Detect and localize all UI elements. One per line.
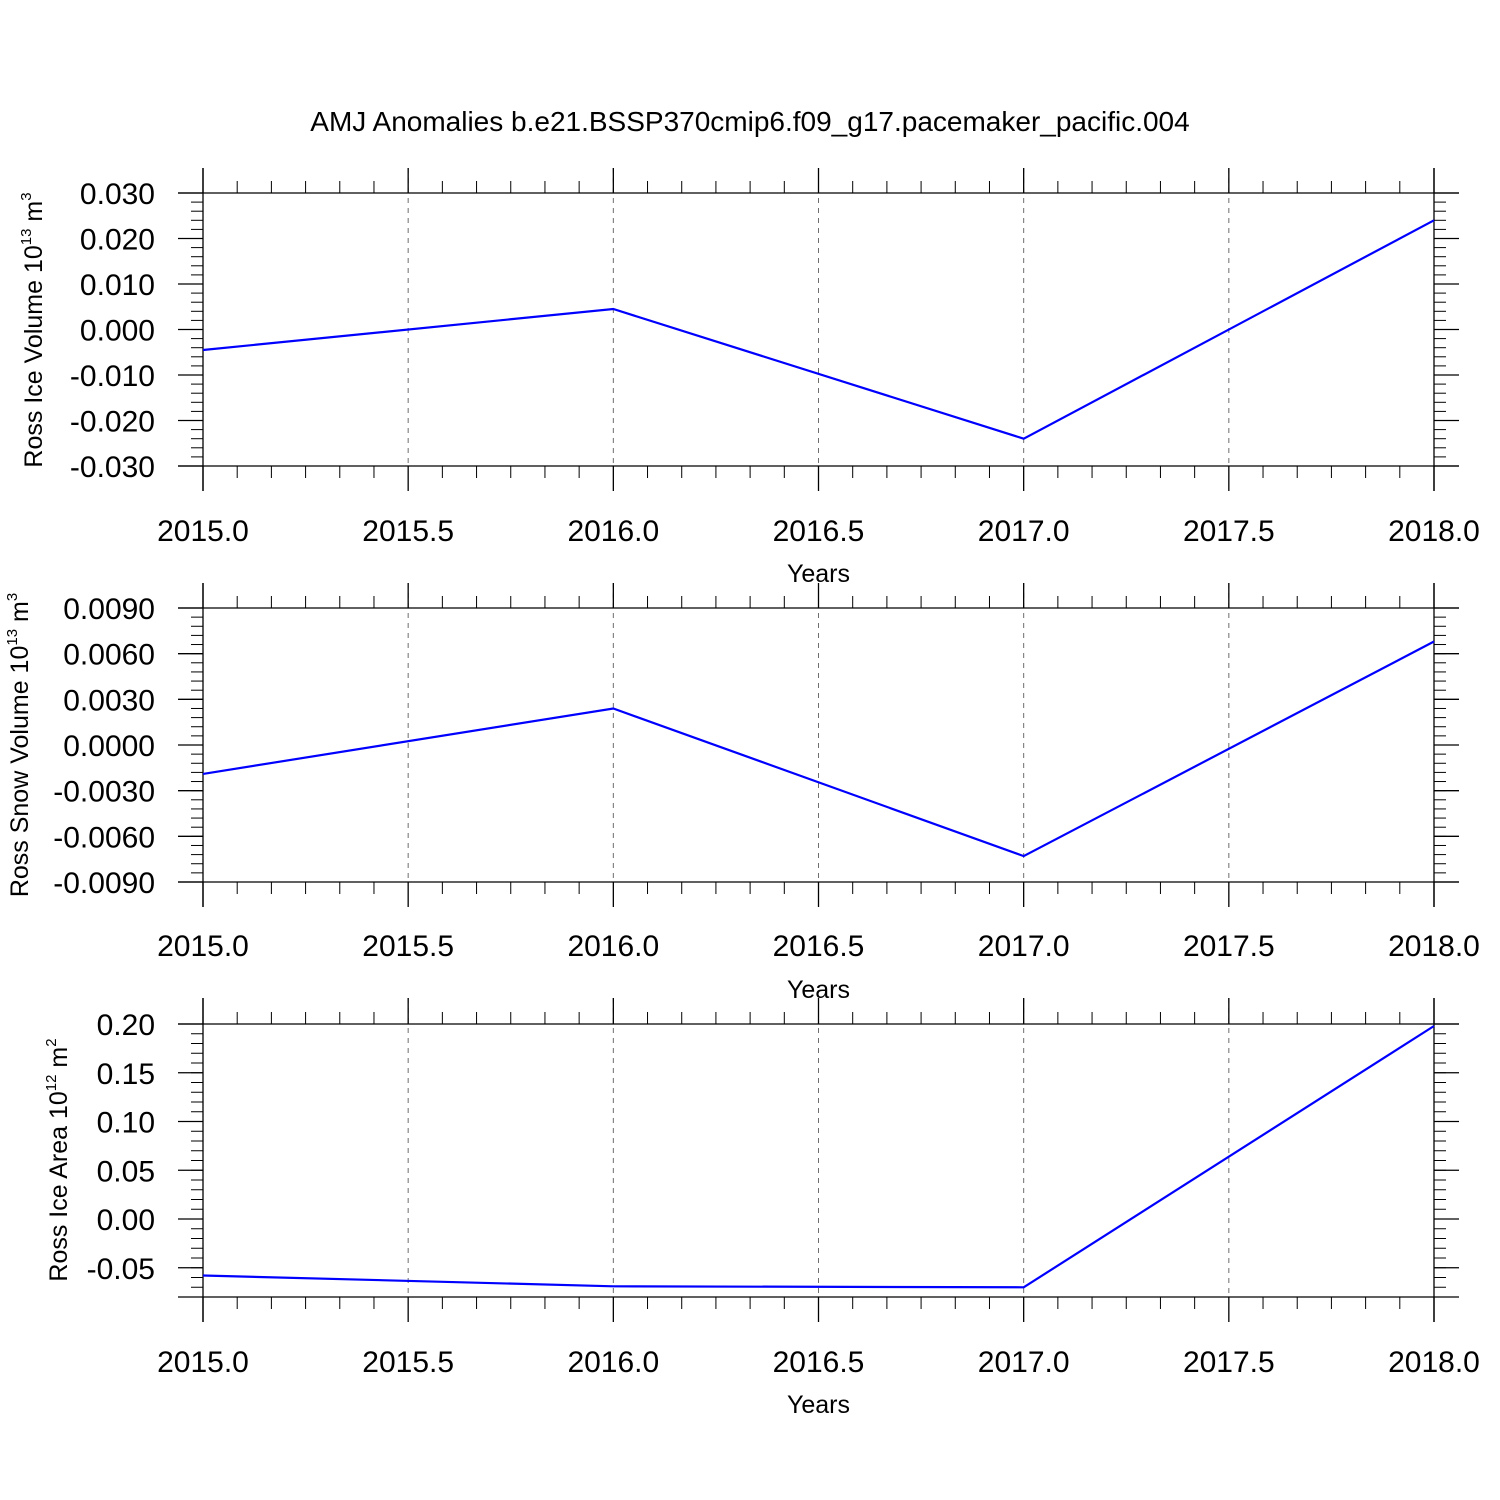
x-tick-label: 2016.0 (567, 1346, 659, 1379)
y-tick-label: 0.20 (97, 1009, 155, 1042)
y-tick-label: -0.0030 (53, 776, 155, 809)
y-tick-label: -0.0060 (53, 821, 155, 854)
x-tick-label: 2017.5 (1183, 515, 1275, 548)
y-tick-label: -0.030 (70, 451, 155, 484)
x-tick-label: 2018.0 (1388, 930, 1480, 963)
y-tick-label: 0.0090 (63, 593, 155, 626)
x-tick-label: 2016.0 (567, 930, 659, 963)
series-line (202, 1025, 1435, 1289)
figure-title: AMJ Anomalies b.e21.BSSP370cmip6.f09_g17… (310, 106, 1189, 137)
x-tick-label: 2018.0 (1388, 515, 1480, 548)
y-axis-title: Ross Ice Volume 1013 m3 (18, 192, 48, 467)
x-tick-label: 2015.5 (362, 515, 454, 548)
series-line (202, 219, 1435, 440)
x-tick-label: 2017.5 (1183, 1346, 1275, 1379)
y-tick-label: 0.010 (80, 269, 155, 302)
y-axis-title-unit-exponent: 2 (43, 1038, 60, 1046)
y-axis-title-text: Ross Ice Volume 10 (20, 245, 48, 467)
y-axis-title-exponent: 13 (4, 629, 21, 646)
y-tick-label: 0.000 (80, 315, 155, 348)
y-tick-label: -0.0090 (53, 867, 155, 900)
y-axis-title-unit: m (20, 201, 48, 229)
y-axis-title-unit: m (45, 1047, 73, 1075)
x-tick-label: 2015.5 (362, 930, 454, 963)
x-tick-label: 2015.5 (362, 1346, 454, 1379)
y-tick-label: 0.00 (97, 1204, 155, 1237)
y-tick-label: 0.10 (97, 1107, 155, 1140)
y-tick-label: 0.15 (97, 1058, 155, 1091)
x-tick-label: 2017.5 (1183, 930, 1275, 963)
y-axis-title-unit: m (6, 601, 34, 629)
series-line (202, 640, 1435, 858)
y-tick-label: 0.0000 (63, 730, 155, 763)
y-axis-title: Ross Ice Area 1012 m2 (43, 1038, 73, 1281)
x-tick-label: 2016.5 (773, 515, 865, 548)
y-axis-title-exponent: 13 (18, 229, 35, 246)
y-tick-label: -0.05 (87, 1253, 155, 1286)
x-tick-label: 2017.0 (978, 515, 1070, 548)
chart-panel-1: 0.0300.0200.0100.000-0.010-0.020-0.03020… (18, 168, 1480, 588)
x-tick-label: 2017.0 (978, 1346, 1070, 1379)
x-tick-label: 2018.0 (1388, 1346, 1480, 1379)
x-tick-label: 2015.0 (157, 1346, 249, 1379)
y-tick-label: -0.020 (70, 406, 155, 439)
y-axis-title-unit-exponent: 3 (4, 593, 21, 601)
y-tick-label: 0.0030 (63, 684, 155, 717)
y-tick-label: 0.030 (80, 178, 155, 211)
x-tick-label: 2015.0 (157, 515, 249, 548)
chart-panel-3: 0.20 0.15 0.10 0.05 0.00 -0.05 2015.0 2015.5 201… (43, 998, 1480, 1419)
y-tick-label: 0.05 (97, 1155, 155, 1188)
y-tick-label: 0.020 (80, 224, 155, 257)
y-tick-label: 0.0060 (63, 639, 155, 672)
x-tick-label: 2015.0 (157, 930, 249, 963)
y-axis-title-text: Ross Snow Volume 10 (6, 646, 34, 898)
y-axis-title-text: Ross Ice Area 10 (45, 1091, 73, 1281)
x-tick-label: 2016.5 (773, 1346, 865, 1379)
x-axis-title: Years (787, 1391, 850, 1419)
y-axis-title-unit-exponent: 3 (18, 192, 35, 200)
y-axis-title: Ross Snow Volume 1013 m3 (4, 593, 34, 897)
panels: 0.0300.0200.0100.000-0.010-0.020-0.03020… (4, 168, 1480, 1419)
x-tick-label: 2016.5 (773, 930, 865, 963)
y-tick-label: -0.010 (70, 360, 155, 393)
chart-panel-2: 0.0090 0.0060 0.0030 0.0000 -0.0030 -0.0060 -0… (4, 583, 1480, 1004)
x-tick-label: 2016.0 (567, 515, 659, 548)
y-axis-title-exponent: 12 (43, 1075, 60, 1092)
x-tick-label: 2017.0 (978, 930, 1070, 963)
